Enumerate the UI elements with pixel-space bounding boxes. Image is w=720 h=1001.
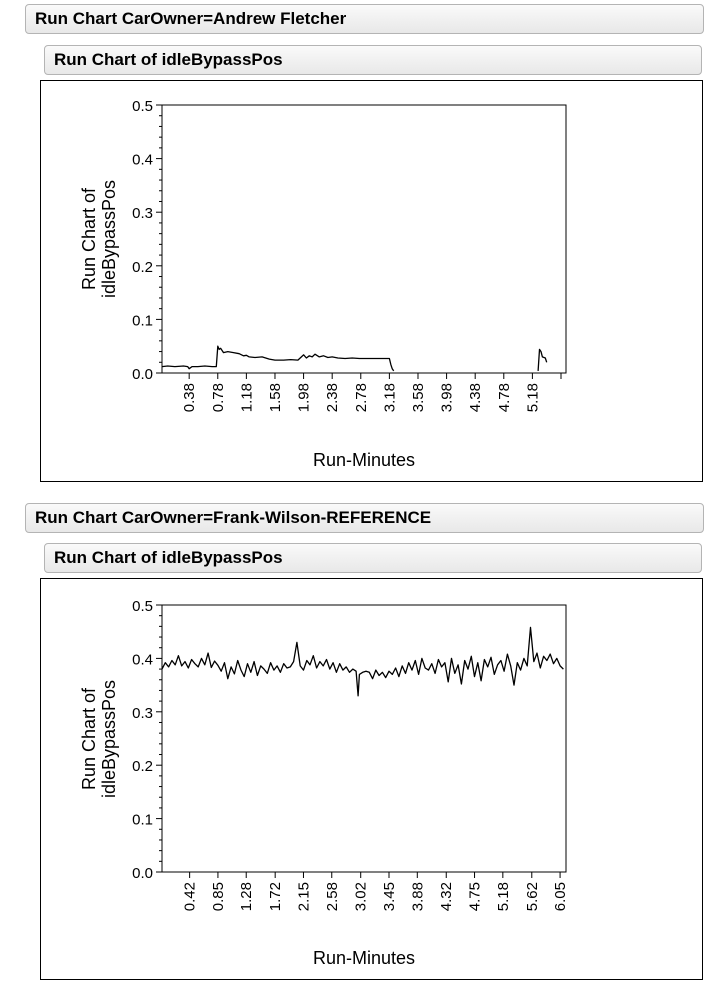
chart-header-2[interactable]: Run Chart of idleBypassPos bbox=[44, 543, 702, 573]
y-tick-label: 0.4 bbox=[132, 152, 153, 169]
x-tick-label: 0.85 bbox=[210, 882, 227, 911]
y-tick-label: 0.1 bbox=[132, 312, 153, 329]
x-tick-label: 5.18 bbox=[524, 383, 541, 412]
y-tick-label: 0.5 bbox=[132, 98, 153, 115]
chart-header-1[interactable]: Run Chart of idleBypassPos bbox=[44, 45, 702, 75]
plot-area bbox=[161, 604, 567, 873]
x-tick-label: 2.38 bbox=[324, 383, 341, 412]
y-tick-label: 0.4 bbox=[132, 651, 153, 668]
x-tick-label: 4.38 bbox=[467, 383, 484, 412]
x-tick-label: 3.18 bbox=[381, 383, 398, 412]
group-header-andrew-fletcher[interactable]: Run Chart CarOwner=Andrew Fletcher bbox=[25, 4, 704, 34]
chart-title: Run Chart of idleBypassPos bbox=[54, 548, 283, 567]
y-axis-label-line-2: idleBypassPos bbox=[99, 680, 119, 798]
series-line bbox=[161, 626, 564, 697]
y-axis-label-line-1: Run Chart of bbox=[79, 187, 99, 290]
y-tick-label: 0.5 bbox=[132, 598, 153, 615]
y-tick-label: 0.1 bbox=[132, 812, 153, 829]
x-tick-label: 0.78 bbox=[210, 383, 227, 412]
y-tick-label: 0.0 bbox=[132, 366, 153, 383]
series-line bbox=[161, 345, 395, 372]
group-header-frank-wilson-reference[interactable]: Run Chart CarOwner=Frank-Wilson-REFERENC… bbox=[25, 503, 704, 533]
x-tick-label: 3.98 bbox=[439, 383, 456, 412]
x-tick-label: 0.42 bbox=[182, 882, 199, 911]
x-tick-label: 3.45 bbox=[381, 882, 398, 911]
plot-area bbox=[161, 104, 567, 374]
series-line bbox=[537, 348, 548, 371]
x-tick-label: 2.58 bbox=[324, 882, 341, 911]
chart-frame-2: 0.0 0.1 0.2 0.3 0.4 0.5 0.42 0.85 1.28 1.72 2.15 2… bbox=[40, 578, 703, 980]
x-tick-label: 2.15 bbox=[295, 882, 312, 911]
x-tick-label: 4.32 bbox=[438, 882, 455, 911]
group-title: Run Chart CarOwner=Andrew Fletcher bbox=[35, 9, 347, 28]
y-tick-label: 0.3 bbox=[132, 705, 153, 722]
x-tick-label: 1.58 bbox=[267, 383, 284, 412]
x-tick-label: 4.75 bbox=[467, 882, 484, 911]
x-tick-label: 3.88 bbox=[409, 882, 426, 911]
x-tick-label: 1.28 bbox=[238, 882, 255, 911]
chart-frame-1: 0.0 0.1 0.2 0.3 0.4 0.5 0.38 0.78 1.18 1.58 1.98 2… bbox=[40, 80, 703, 482]
chart-title: Run Chart of idleBypassPos bbox=[54, 50, 283, 69]
y-tick-label: 0.2 bbox=[132, 758, 153, 775]
x-tick-label: 1.98 bbox=[296, 383, 313, 412]
x-tick-label: 4.78 bbox=[496, 383, 513, 412]
x-tick-label: 3.02 bbox=[353, 882, 370, 911]
y-tick-label: 0.3 bbox=[132, 205, 153, 222]
x-tick-label: 3.58 bbox=[410, 383, 427, 412]
x-tick-label: 5.18 bbox=[495, 882, 512, 911]
x-tick-label: 1.18 bbox=[238, 383, 255, 412]
x-axis-label: Run-Minutes bbox=[313, 450, 415, 470]
x-tick-label: 6.05 bbox=[552, 882, 569, 911]
y-tick-label: 0.0 bbox=[132, 865, 153, 882]
group-title: Run Chart CarOwner=Frank-Wilson-REFERENC… bbox=[35, 508, 432, 527]
x-tick-label: 2.78 bbox=[353, 383, 370, 412]
run-chart-andrew-fletcher: 0.0 0.1 0.2 0.3 0.4 0.5 0.38 0.78 1.18 1.58 1.98 2… bbox=[79, 98, 567, 470]
run-chart-frank-wilson-reference: 0.0 0.1 0.2 0.3 0.4 0.5 0.42 0.85 1.28 1.72 2.15 2… bbox=[79, 598, 569, 968]
x-axis-label: Run-Minutes bbox=[313, 948, 415, 968]
y-axis-label-line-2: idleBypassPos bbox=[99, 180, 119, 298]
x-tick-label: 0.38 bbox=[181, 383, 198, 412]
y-tick-label: 0.2 bbox=[132, 259, 153, 276]
x-tick-label: 5.62 bbox=[524, 882, 541, 911]
x-tick-label: 1.72 bbox=[267, 882, 284, 911]
y-axis-label-line-1: Run Chart of bbox=[79, 687, 99, 790]
